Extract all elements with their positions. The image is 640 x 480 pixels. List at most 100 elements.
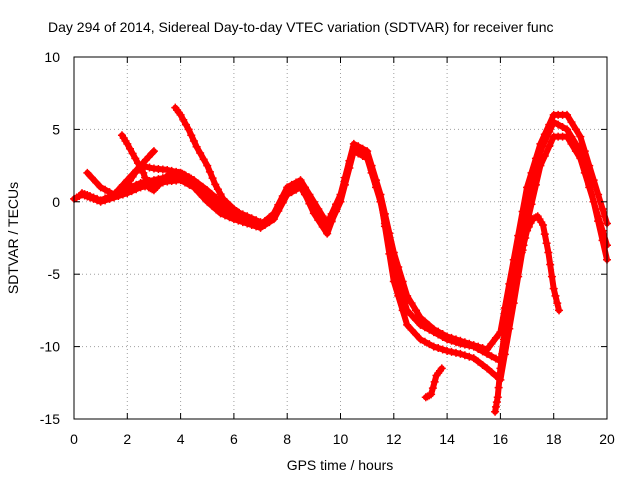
data-point-marker [456,349,465,358]
data-point-marker [184,125,193,134]
data-point-marker [589,197,598,206]
data-point-marker [105,188,114,197]
data-point-marker [483,345,492,354]
series-track-f [172,104,253,223]
data-point-marker [514,258,523,267]
data-point-marker [540,230,549,239]
data-point-marker [598,205,607,214]
x-tick-label: 2 [123,431,131,447]
data-point-marker [483,364,492,373]
data-point-marker [507,284,516,293]
data-point-marker [434,344,443,353]
x-tick-label: 12 [386,431,402,447]
data-point-marker [517,248,526,257]
data-point-marker [148,185,157,194]
data-point-marker [469,341,478,350]
series-track-h [492,213,562,415]
data-point-marker [536,161,545,170]
data-point-marker [332,205,341,214]
data-point-marker [189,136,198,145]
data-point-marker [558,122,567,131]
data-point-marker [478,344,487,353]
data-point-marker [416,320,425,329]
data-point-marker [194,179,203,188]
data-point-marker [96,183,105,192]
data-point-marker [576,132,585,141]
data-point-marker [318,212,327,221]
data-point-marker [438,345,447,354]
y-tick-label: -10 [40,339,60,355]
data-point-marker [443,332,452,341]
data-point-marker [274,203,283,212]
x-tick-label: 10 [333,431,349,447]
data-point-marker [491,402,500,411]
data-point-marker [196,149,205,158]
data-point-marker [491,407,500,416]
x-tick-label: 4 [177,431,185,447]
data-point-marker [505,296,514,305]
data-point-marker [141,173,150,182]
data-point-marker [407,325,416,334]
data-point-marker [211,180,220,189]
data-point-marker [437,364,446,373]
data-point-marker [456,336,465,345]
data-point-marker [514,231,523,240]
data-point-marker [571,125,580,134]
data-point-marker [213,185,222,194]
data-point-marker [131,154,140,163]
data-point-marker [585,161,594,170]
data-point-marker [287,184,296,193]
data-point-marker [101,194,110,203]
data-point-marker [492,398,501,407]
data-point-marker [518,207,527,216]
data-point-marker [540,151,549,160]
y-tick-label: -5 [48,266,61,282]
data-point-marker [526,219,535,228]
data-point-marker [594,217,603,226]
data-point-marker [523,226,532,235]
data-point-marker [425,391,434,400]
data-point-marker [474,357,483,366]
data-point-marker [563,110,572,119]
data-point-marker [89,193,98,202]
data-point-marker [245,215,254,224]
data-point-marker [447,347,456,356]
data-point-marker [296,180,305,189]
data-point-marker [407,299,416,308]
data-point-marker [515,253,524,262]
data-point-marker [501,320,510,329]
data-point-marker [451,348,460,357]
data-point-marker [563,125,572,134]
data-point-marker [555,306,564,315]
data-point-marker [549,284,558,293]
data-point-marker [128,149,137,158]
data-point-marker [198,182,207,191]
data-point-marker [567,139,576,148]
data-point-marker [598,236,607,245]
data-point-marker [545,142,554,151]
data-point-marker [132,180,141,189]
x-tick-label: 18 [546,431,562,447]
data-point-marker [385,249,394,258]
data-point-marker [539,220,548,229]
data-point-marker [540,130,549,139]
data-point-marker [403,291,412,300]
data-point-marker [327,217,336,226]
data-point-marker [451,335,460,344]
data-point-marker [216,190,225,199]
data-point-marker [508,277,517,286]
data-point-marker [305,199,314,208]
data-point-marker [438,330,447,339]
data-point-marker [278,194,287,203]
data-point-marker [429,325,438,334]
x-tick-label: 6 [230,431,238,447]
x-axis-label: GPS time / hours [287,457,394,473]
data-point-marker [567,118,576,127]
data-point-marker [580,168,589,177]
data-point-marker [314,205,323,214]
data-point-marker [465,352,474,361]
data-point-marker [363,151,372,160]
data-point-marker [487,352,496,361]
data-point-marker [189,176,198,185]
